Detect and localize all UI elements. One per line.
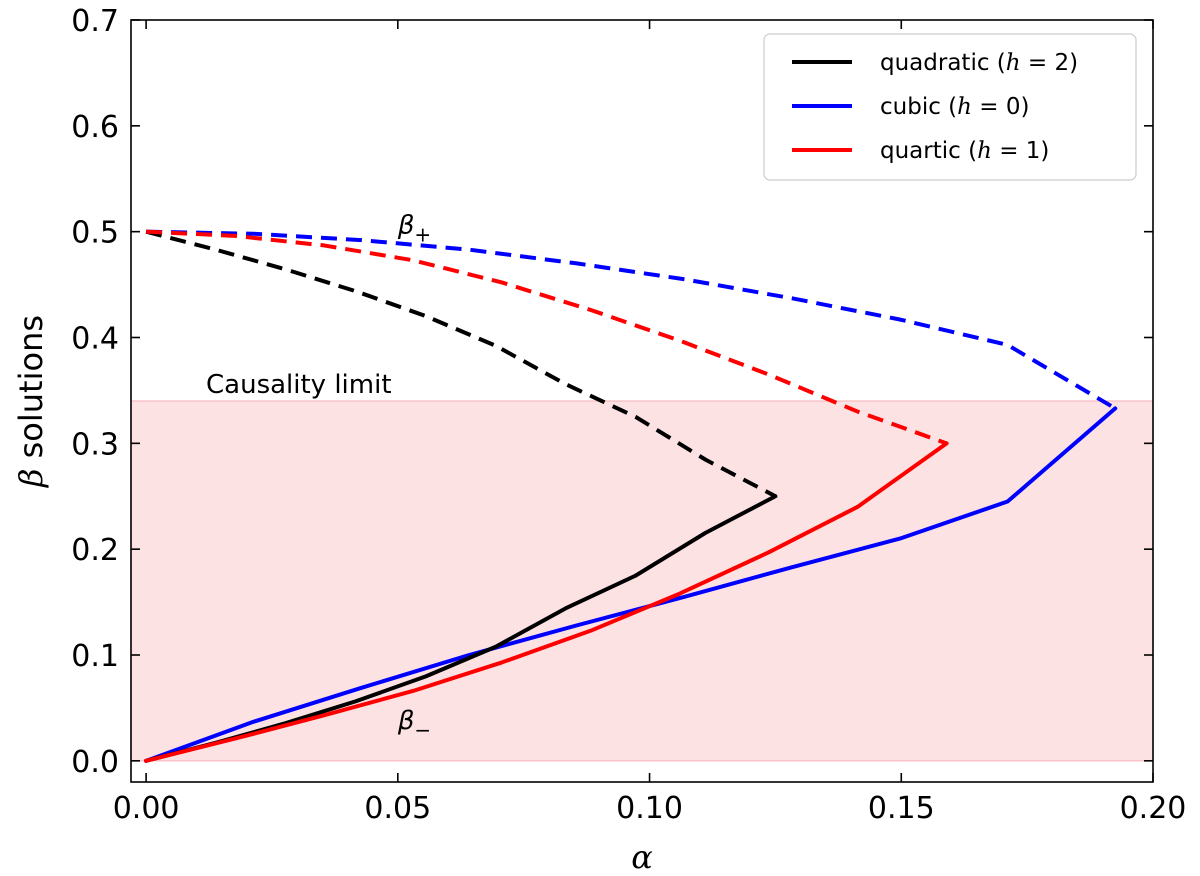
legend-entry-label: quartic (h = 1) xyxy=(880,138,1049,164)
plot-frame xyxy=(130,19,1154,783)
series-layer xyxy=(144,229,1118,763)
x-axis-label: α xyxy=(631,838,653,876)
y-tick-label: 0.0 xyxy=(71,745,119,780)
y-tick-label: 0.5 xyxy=(71,216,119,251)
y-tick-label: 0.2 xyxy=(71,533,119,568)
x-axis-ticks: 0.00 0.05 0.10 0.15 0.20 xyxy=(113,20,1187,826)
x-tick-label: 0.00 xyxy=(113,791,180,826)
beta-plus-label: β+ xyxy=(397,211,431,247)
legend: quadratic (h = 2) cubic (h = 0) quartic (h… xyxy=(763,33,1137,181)
legend-box xyxy=(763,33,1137,181)
y-tick-label: 0.4 xyxy=(71,322,119,357)
series-upper-dashed xyxy=(146,229,948,446)
y-tick-label: 0.6 xyxy=(71,110,119,145)
y-axis-label: β solutions xyxy=(12,315,50,488)
x-tick-label: 0.05 xyxy=(364,791,431,826)
series-lower-solid xyxy=(144,406,1118,763)
y-tick-label: 0.7 xyxy=(71,4,119,39)
y-tick-label: 0.3 xyxy=(71,427,119,462)
y-axis-ticks: 0.0 0.1 0.2 0.3 0.4 0.5 0.6 0.7 xyxy=(71,4,1153,780)
legend-entry-label: cubic (h = 0) xyxy=(880,94,1029,120)
series-upper-dashed xyxy=(145,229,777,499)
causality-band xyxy=(130,400,1154,762)
series-lower-solid xyxy=(144,441,949,763)
x-tick-label: 0.10 xyxy=(616,791,683,826)
beta-minus-label: β− xyxy=(397,706,431,742)
x-tick-label: 0.20 xyxy=(1120,791,1187,826)
y-tick-label: 0.1 xyxy=(71,639,119,674)
legend-entry-label: quadratic (h = 2) xyxy=(880,50,1078,76)
causality-limit-label: Causality limit xyxy=(206,370,392,400)
series-upper-dashed xyxy=(146,229,1117,411)
x-tick-label: 0.15 xyxy=(868,791,935,826)
